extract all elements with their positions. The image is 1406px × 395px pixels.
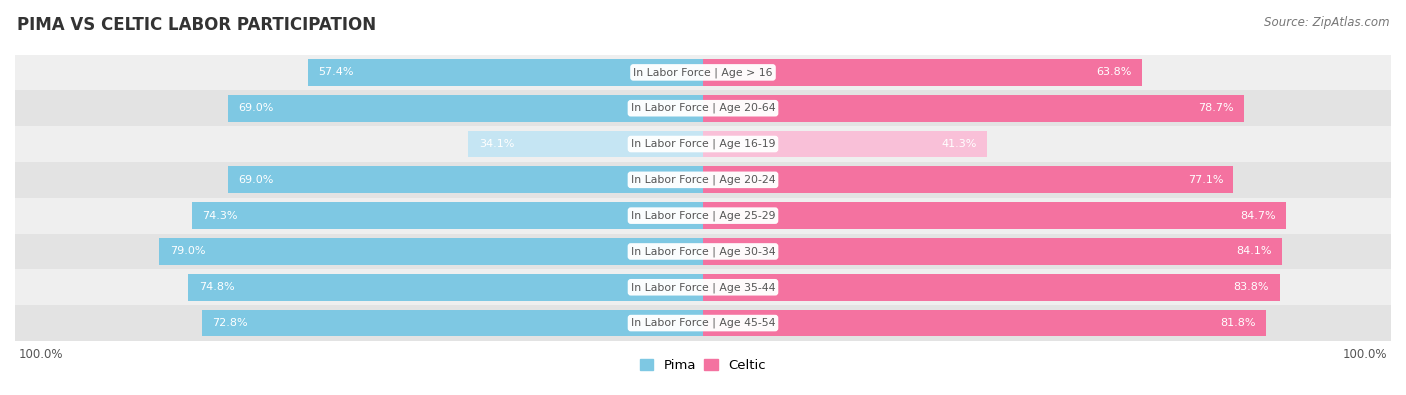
Bar xyxy=(703,59,1142,86)
Text: 84.1%: 84.1% xyxy=(1236,246,1271,256)
Bar xyxy=(703,310,1265,337)
Bar xyxy=(15,162,1391,198)
Bar xyxy=(703,95,1244,122)
Text: 74.3%: 74.3% xyxy=(202,211,238,221)
Bar xyxy=(308,59,703,86)
Text: 69.0%: 69.0% xyxy=(239,175,274,185)
Bar xyxy=(703,131,987,158)
Text: In Labor Force | Age > 16: In Labor Force | Age > 16 xyxy=(633,67,773,78)
Text: In Labor Force | Age 20-64: In Labor Force | Age 20-64 xyxy=(631,103,775,113)
Bar xyxy=(703,238,1282,265)
Bar xyxy=(228,166,703,193)
Bar xyxy=(188,274,703,301)
Text: 74.8%: 74.8% xyxy=(198,282,235,292)
Text: 83.8%: 83.8% xyxy=(1233,282,1270,292)
Bar xyxy=(703,202,1285,229)
Text: 84.7%: 84.7% xyxy=(1240,211,1275,221)
Bar xyxy=(159,238,703,265)
Bar xyxy=(15,55,1391,90)
Bar xyxy=(15,233,1391,269)
Text: 79.0%: 79.0% xyxy=(170,246,205,256)
Bar xyxy=(703,274,1279,301)
Text: In Labor Force | Age 30-34: In Labor Force | Age 30-34 xyxy=(631,246,775,257)
Text: 63.8%: 63.8% xyxy=(1097,68,1132,77)
Text: 100.0%: 100.0% xyxy=(1343,348,1388,361)
Legend: Pima, Celtic: Pima, Celtic xyxy=(636,354,770,377)
Bar xyxy=(228,95,703,122)
Text: 77.1%: 77.1% xyxy=(1188,175,1223,185)
Text: 57.4%: 57.4% xyxy=(318,68,354,77)
Text: 72.8%: 72.8% xyxy=(212,318,247,328)
Text: 78.7%: 78.7% xyxy=(1198,103,1234,113)
Text: In Labor Force | Age 20-24: In Labor Force | Age 20-24 xyxy=(631,175,775,185)
Text: In Labor Force | Age 16-19: In Labor Force | Age 16-19 xyxy=(631,139,775,149)
Bar xyxy=(468,131,703,158)
Bar xyxy=(15,198,1391,233)
Text: 69.0%: 69.0% xyxy=(239,103,274,113)
Bar xyxy=(15,269,1391,305)
Text: 41.3%: 41.3% xyxy=(942,139,977,149)
Text: PIMA VS CELTIC LABOR PARTICIPATION: PIMA VS CELTIC LABOR PARTICIPATION xyxy=(17,16,375,34)
Bar xyxy=(15,305,1391,341)
Text: In Labor Force | Age 35-44: In Labor Force | Age 35-44 xyxy=(631,282,775,293)
Text: In Labor Force | Age 25-29: In Labor Force | Age 25-29 xyxy=(631,211,775,221)
Text: Source: ZipAtlas.com: Source: ZipAtlas.com xyxy=(1264,16,1389,29)
Text: 34.1%: 34.1% xyxy=(478,139,515,149)
Bar xyxy=(202,310,703,337)
Bar xyxy=(15,126,1391,162)
Text: In Labor Force | Age 45-54: In Labor Force | Age 45-54 xyxy=(631,318,775,328)
Bar xyxy=(191,202,703,229)
Bar xyxy=(703,166,1233,193)
Bar xyxy=(15,90,1391,126)
Text: 100.0%: 100.0% xyxy=(18,348,63,361)
Text: 81.8%: 81.8% xyxy=(1220,318,1256,328)
